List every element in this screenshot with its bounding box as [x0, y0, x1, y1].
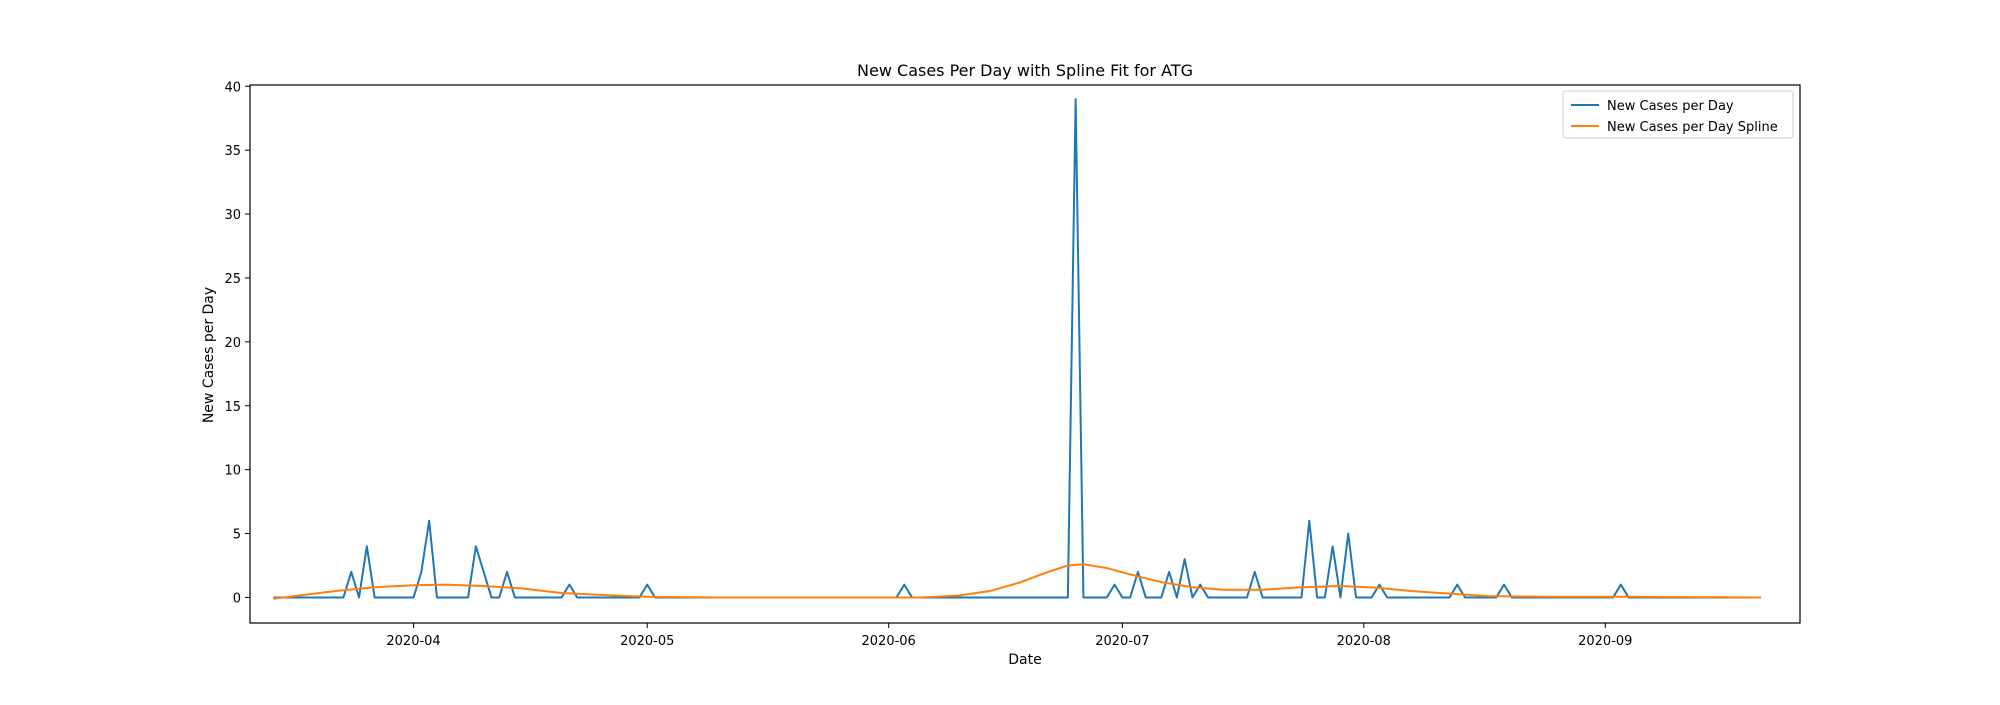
y-tick-label: 5: [233, 528, 241, 543]
y-tick-label: 10: [224, 464, 241, 479]
y-tick-label: 20: [224, 336, 241, 351]
x-axis: 2020-04 2020-05 2020-06 2020-07 2020-08 2020-…: [386, 623, 1632, 649]
y-tick-label: 30: [224, 208, 241, 223]
x-tick-label: 2020-08: [1337, 634, 1391, 649]
y-tick-label: 40: [224, 80, 241, 95]
legend-box: [1562, 90, 1794, 139]
y-axis-label: New Cases per Day: [201, 287, 217, 423]
y-axis: 0 5 10 15 20 25 30 35 40: [224, 80, 250, 606]
y-tick-label: 35: [224, 144, 241, 159]
chart-title: New Cases Per Day with Spline Fit for AT…: [857, 61, 1193, 80]
y-tick-label: 0: [233, 591, 241, 606]
legend: New Cases per Day New Cases per Day Splin…: [1562, 90, 1794, 139]
x-tick-label: 2020-05: [620, 634, 674, 649]
plot-area: [273, 98, 1762, 600]
y-tick-label: 15: [224, 400, 241, 415]
x-tick-label: 2020-04: [386, 634, 440, 649]
x-tick-label: 2020-06: [862, 634, 916, 649]
legend-label: New Cases per Day: [1607, 99, 1734, 114]
x-axis-label: Date: [1008, 652, 1041, 668]
series-line-1: [273, 563, 1762, 600]
x-tick-label: 2020-07: [1095, 634, 1149, 649]
y-tick-label: 25: [224, 272, 241, 287]
x-tick-label: 2020-09: [1578, 634, 1632, 649]
series-line-0: [273, 98, 1762, 599]
legend-label: New Cases per Day Spline: [1607, 120, 1778, 135]
plot-frame: [249, 84, 1801, 624]
